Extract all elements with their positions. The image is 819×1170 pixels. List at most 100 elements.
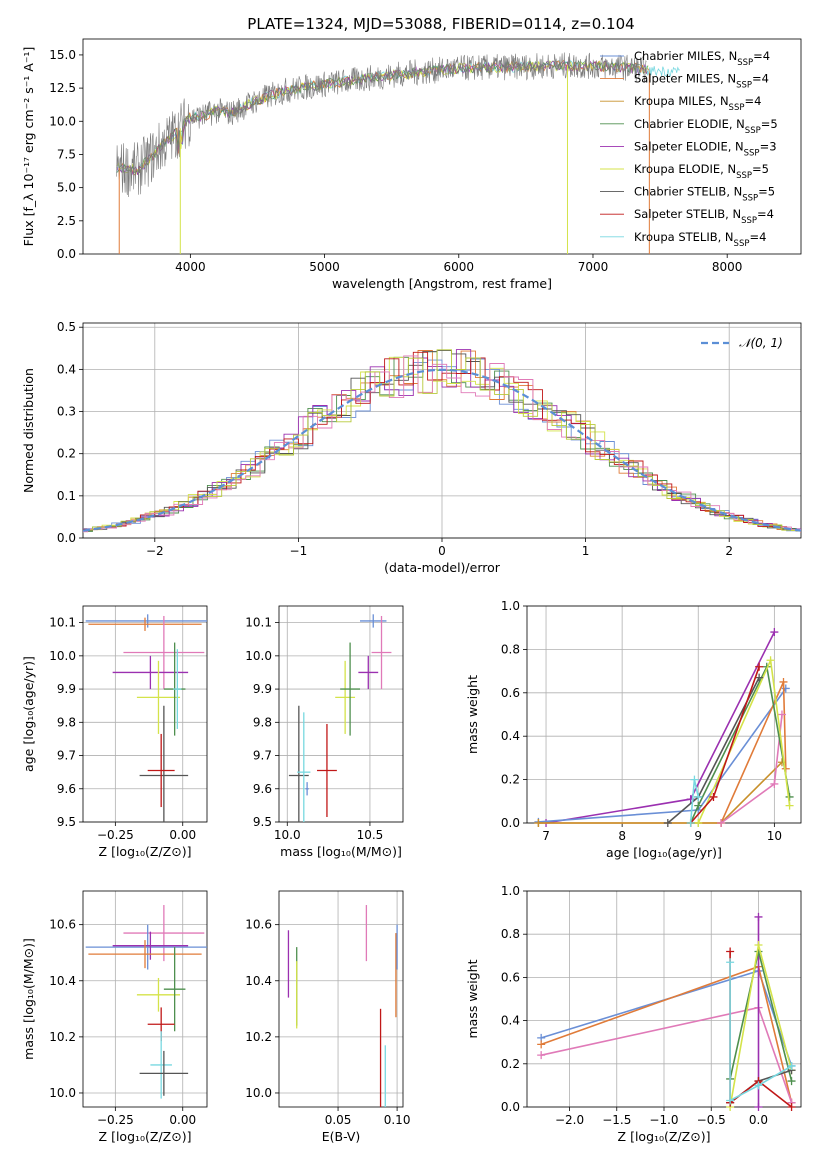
x-tick-label: −1.5 [602,1113,631,1127]
legend-label-suffix: =4 [757,207,774,221]
mass_vs_Z-axes: −0.25 0.00 10.0 10.2 10.4 10.6 Z [log₁₀(Z/Z⊙)]… [21,890,208,1144]
y-tick-label: 0.2 [501,773,520,787]
y-tick-label: 0.8 [501,927,520,941]
error-bar-point [358,655,379,690]
y-tick-label: 9.7 [57,749,76,763]
x-tick-label: −0.25 [97,1113,134,1127]
y-tick-label: 10.2 [245,1030,272,1044]
x-tick-label: 7000 [578,260,609,274]
y-tick-label: 0.1 [57,489,76,503]
plot-frame [278,890,404,1108]
y-tick-label: 7.5 [57,147,76,161]
error-bar-point [340,642,361,736]
residual-histograms [83,349,801,533]
mass_vs_EBV-points [287,905,398,1107]
plot-frame [82,605,208,823]
x-tick-label: −0.5 [697,1113,726,1127]
x-tick-label: 2 [725,544,733,558]
legend-label-main: Salpeter STELIB, N [634,207,741,221]
mass-weight-marker [726,947,735,956]
x-axis-label: wavelength [Angstrom, rest frame] [332,276,552,291]
y-tick-label: 10.1 [245,616,272,630]
legend-label-sub: SSP [736,81,752,91]
legend-label-sub: SSP [736,171,752,181]
mass-weight-marker [785,801,794,810]
y-tick-label: 0.6 [501,970,520,984]
error-bar-point [136,660,181,734]
error-bar-point [123,615,205,690]
legend-label-suffix: =4 [744,94,761,108]
error-bar-point [150,1031,172,1099]
y-tick-label: 10.0 [245,649,272,663]
mass-weight-marker [534,819,543,827]
y-tick-label: 10.0 [49,649,76,663]
legend-label: 𝒩(0, 1) [739,336,783,350]
legend-label: Chabrier ELODIE, NSSP=5 [634,117,778,136]
x-tick-label: 4000 [175,260,206,274]
mass-weight-marker [717,819,726,827]
error-bar-point [85,614,207,628]
legend-label: Kroupa ELODIE, NSSP=5 [634,162,769,181]
y-tick-label: 10.2 [49,1030,76,1044]
y-tick-label: 5.0 [57,181,76,195]
residual-histogram-step [83,351,801,533]
x-axis-label: Z [log₁₀(Z/Z⊙)] [99,844,192,859]
mass-weight-marker [754,941,763,949]
y-tick-label: 9.5 [57,815,76,829]
mass-weight-marker [709,792,718,801]
mass-weight-marker [770,628,779,637]
x-tick-label: −1.0 [649,1113,678,1127]
legend-label-sub: SSP [741,216,757,226]
y-axis-label: mass weight [465,675,480,754]
x-tick-label: 7 [542,829,550,843]
mass_vs_Z-points [85,905,207,1099]
x-axis-label: age [log₁₀(age/yr)] [606,845,722,860]
mass_weight_vs_Z-axes: −2.0 −1.5 −1.0 −0.5 0.0 0.0 0.2 0.4 0.6 0.8 1.0 Z [… [465,884,802,1144]
error-bar-point [163,947,186,1032]
spectrum-lines [116,52,681,254]
plot-frame [278,605,404,823]
legend-label-sub: SSP [734,239,750,249]
mass-weight-marker [766,656,775,665]
mass-weight-marker [686,819,695,827]
legend-label-main: Chabrier ELODIE, N [634,117,745,131]
mass-weight-marker [694,792,703,801]
y-axis-label: mass weight [465,959,480,1038]
age_vs_Z-axes: −0.25 0.00 9.5 9.6 9.7 9.8 9.9 10.0 10.1 Z [log₁₀… [21,605,208,859]
legend-label-suffix: =4 [749,230,766,244]
x-tick-label: 10 [767,829,782,843]
y-tick-label: 0.2 [57,447,76,461]
legend-label: Salpeter ELODIE, NSSP=3 [634,139,777,158]
x-axis-label: E(B-V) [322,1129,361,1144]
mass-weight-marker [787,1103,796,1111]
y-tick-label: 9.6 [57,782,76,796]
legend-label: Salpeter MILES, NSSP=4 [634,72,769,91]
mass_vs_EBV-axes: 0.05 0.10 10.0 10.2 10.4 10.6 E(B-V) [245,890,411,1144]
legend-label-main: Chabrier STELIB, N [634,185,742,199]
mass-weight-marker [537,1040,546,1049]
y-tick-label: 15.0 [49,48,76,62]
y-axis-label: Flux [f_λ 10⁻¹⁷ erg cm⁻² s⁻¹ A⁻¹] [21,47,36,247]
mass-weight-marker [694,819,703,827]
residual-legend: 𝒩(0, 1) [701,336,783,350]
y-tick-label: 10.4 [245,974,272,988]
error-bar-point [288,705,309,822]
y-tick-label: 1.0 [501,884,520,898]
x-tick-label: 10.5 [357,828,384,842]
y-tick-label: 9.6 [253,782,272,796]
y-tick-label: 10.6 [49,918,76,932]
x-axis-label: (data-model)/error [384,560,501,575]
mass-weight-marker [694,801,703,810]
mass-weight-line [689,664,791,824]
residual-histogram-step [83,355,801,533]
y-tick-label: 9.9 [253,682,272,696]
error-bar-point [305,782,309,796]
x-tick-label: 0.10 [384,1113,411,1127]
residual-histogram-step [83,349,801,532]
mass-weight-marker [777,710,786,719]
legend-label: Chabrier STELIB, NSSP=5 [634,185,775,204]
y-tick-label: 0.2 [501,1057,520,1071]
legend-label-sub: SSP [729,103,745,113]
